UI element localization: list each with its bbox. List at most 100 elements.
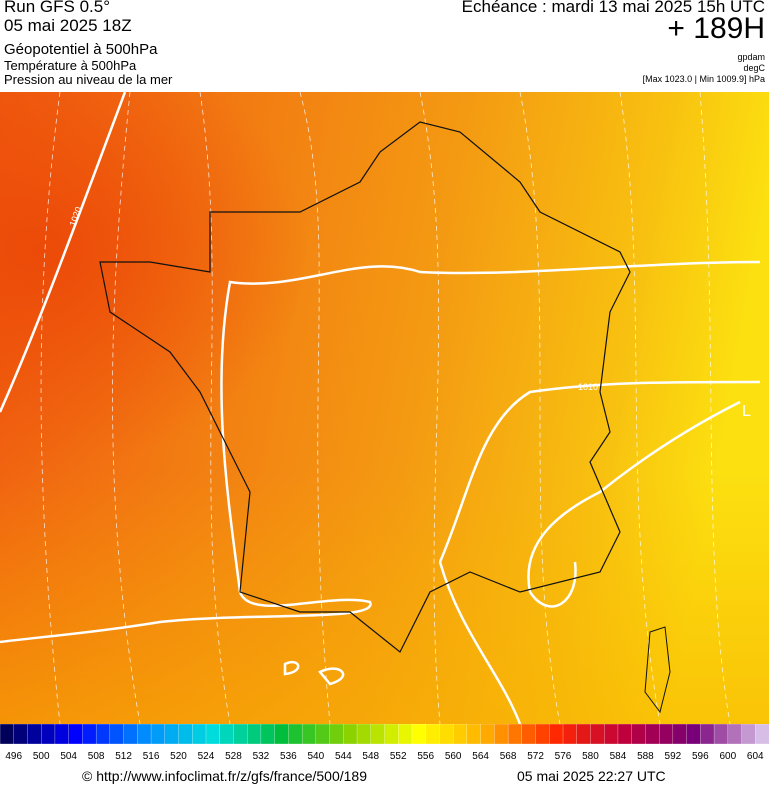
color-swatch [13, 724, 29, 745]
color-swatch [631, 724, 647, 745]
color-scale: 496 500 504 508 512 516 520 524 528 532 536 540 544 5… [0, 724, 769, 762]
scale-label: 600 [719, 751, 736, 762]
scale-label: 588 [637, 751, 654, 762]
color-swatch [164, 724, 180, 745]
temperature-field [0, 92, 769, 724]
run: Run GFS 0.5° [4, 0, 111, 16]
color-swatch [727, 724, 743, 745]
scale-label: 584 [610, 751, 627, 762]
unit: [Max 1023.0 | Min 1009.9] hPa [642, 74, 765, 84]
france-outline [99, 121, 631, 653]
corsica-outline [644, 626, 671, 714]
color-swatch [288, 724, 303, 745]
color-swatch [27, 724, 42, 745]
color-swatch [219, 724, 235, 745]
scale-label: 592 [665, 751, 682, 762]
color-swatch [68, 724, 84, 745]
scale-label: 540 [307, 751, 324, 762]
echeance: Echéance : mardi 13 mai 2025 15h UTC [461, 0, 765, 16]
scale-label: 556 [417, 751, 434, 762]
field: Géopotentiel à 500hPa [4, 41, 158, 58]
color-swatch [109, 724, 125, 745]
color-swatch [150, 724, 166, 745]
color-swatch [453, 724, 468, 745]
color-swatch [315, 724, 331, 745]
color-swatch [329, 724, 344, 745]
color-swatch [411, 724, 427, 745]
scale-label: 524 [198, 751, 215, 762]
color-swatch [590, 724, 605, 745]
color-swatch [274, 724, 290, 745]
color-swatch [645, 724, 660, 745]
color-swatch [247, 724, 262, 745]
scale-label: 532 [253, 751, 270, 762]
scale-label: 496 [5, 751, 22, 762]
scale-label: 528 [225, 751, 242, 762]
scale-label: 568 [500, 751, 517, 762]
source-url: © http://www.infoclimat.fr/z/gfs/france/… [82, 768, 367, 784]
color-swatch [260, 724, 276, 745]
color-swatch [425, 724, 441, 745]
color-swatch [617, 724, 633, 745]
color-swatch [192, 724, 207, 745]
scale-label: 560 [445, 751, 462, 762]
scale-label: 548 [362, 751, 379, 762]
color-swatch [0, 724, 15, 745]
scale-label: 500 [33, 751, 50, 762]
color-swatch [535, 724, 550, 745]
color-swatch [137, 724, 152, 745]
color-swatch [356, 724, 372, 745]
color-swatch [466, 724, 482, 745]
color-swatch [672, 724, 688, 745]
color-swatch [370, 724, 386, 745]
low-marker: L [742, 403, 751, 420]
scale-label: 552 [390, 751, 407, 762]
color-swatch [54, 724, 70, 745]
color-swatch [741, 724, 756, 745]
color-swatch [700, 724, 715, 745]
unit: degC [743, 63, 765, 73]
isobars [0, 92, 761, 724]
scale-label: 564 [472, 751, 489, 762]
field: Pression au niveau de la mer [4, 72, 173, 87]
unit: gpdam [737, 52, 765, 62]
color-swatch [658, 724, 674, 745]
scale-label: 596 [692, 751, 709, 762]
color-swatch [95, 724, 111, 745]
color-swatch [123, 724, 138, 745]
color-swatch [549, 724, 564, 745]
color-swatch [494, 724, 509, 745]
scale-label: 544 [335, 751, 352, 762]
field: Température à 500hPa [4, 58, 137, 73]
scale-label: 604 [747, 751, 764, 762]
map: 1020 1010 L [0, 92, 769, 724]
color-swatch [507, 724, 523, 745]
color-swatch [398, 724, 413, 745]
geopotential-lines [40, 92, 731, 724]
color-swatch [343, 724, 358, 745]
color-swatch [713, 724, 729, 745]
scale-label: 580 [582, 751, 599, 762]
color-swatch [755, 724, 769, 745]
color-swatch [521, 724, 537, 745]
color-swatch [480, 724, 496, 745]
color-swatch [439, 724, 454, 745]
color-swatch [301, 724, 317, 745]
scale-label: 508 [88, 751, 105, 762]
scale-label: 520 [170, 751, 187, 762]
generated-time: 05 mai 2025 22:27 UTC [517, 768, 666, 784]
scale-label: 516 [143, 751, 160, 762]
scale-label: 536 [280, 751, 297, 762]
color-swatch [604, 724, 619, 745]
run-date: 05 mai 2025 18Z [4, 16, 132, 35]
scale-label: 512 [115, 751, 132, 762]
color-swatch [384, 724, 399, 745]
color-swatch [562, 724, 578, 745]
contour-label: 1010 [578, 382, 598, 392]
scale-label: 576 [555, 751, 572, 762]
color-swatch [233, 724, 248, 745]
color-swatch [686, 724, 701, 745]
color-swatch [41, 724, 56, 745]
scale-label: 572 [527, 751, 544, 762]
